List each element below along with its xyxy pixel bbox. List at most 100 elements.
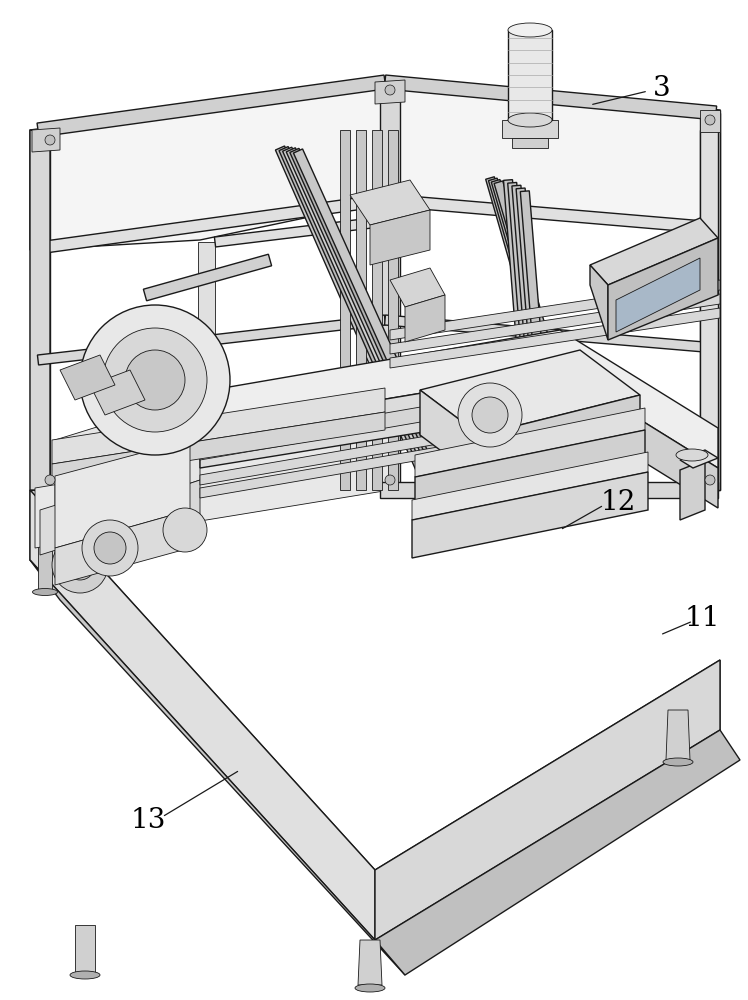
- Polygon shape: [516, 188, 542, 400]
- Polygon shape: [485, 177, 584, 491]
- Polygon shape: [35, 430, 390, 548]
- Polygon shape: [289, 148, 449, 487]
- Circle shape: [472, 397, 508, 433]
- Polygon shape: [37, 315, 385, 365]
- Polygon shape: [390, 268, 445, 307]
- Polygon shape: [200, 370, 560, 468]
- Polygon shape: [384, 315, 717, 353]
- Circle shape: [80, 305, 230, 455]
- Polygon shape: [590, 265, 608, 340]
- Polygon shape: [55, 395, 200, 528]
- Polygon shape: [508, 182, 533, 397]
- Polygon shape: [283, 147, 442, 490]
- Circle shape: [82, 520, 138, 576]
- Polygon shape: [380, 82, 400, 490]
- Polygon shape: [390, 308, 720, 368]
- Polygon shape: [200, 330, 718, 468]
- Polygon shape: [680, 450, 718, 468]
- Polygon shape: [55, 510, 190, 585]
- Polygon shape: [37, 75, 386, 137]
- Polygon shape: [40, 485, 120, 555]
- Polygon shape: [700, 110, 720, 132]
- Polygon shape: [52, 412, 385, 482]
- Circle shape: [705, 475, 715, 485]
- Polygon shape: [375, 730, 740, 975]
- Polygon shape: [503, 180, 530, 395]
- Circle shape: [705, 115, 715, 125]
- Circle shape: [385, 85, 395, 95]
- Polygon shape: [560, 370, 718, 508]
- Polygon shape: [508, 30, 552, 120]
- Polygon shape: [384, 194, 717, 234]
- Polygon shape: [608, 238, 718, 340]
- Ellipse shape: [663, 758, 693, 766]
- Ellipse shape: [508, 23, 552, 37]
- Polygon shape: [279, 147, 438, 491]
- Polygon shape: [420, 350, 640, 435]
- Polygon shape: [293, 149, 453, 486]
- Text: 13: 13: [130, 806, 166, 834]
- Polygon shape: [356, 130, 366, 490]
- Polygon shape: [480, 395, 640, 480]
- Polygon shape: [372, 130, 382, 490]
- Circle shape: [65, 550, 95, 580]
- Polygon shape: [350, 180, 430, 225]
- Polygon shape: [700, 110, 720, 490]
- Polygon shape: [30, 130, 50, 490]
- Polygon shape: [286, 148, 445, 488]
- Polygon shape: [90, 370, 145, 415]
- Polygon shape: [75, 925, 95, 975]
- Polygon shape: [375, 660, 720, 940]
- Ellipse shape: [676, 449, 708, 461]
- Polygon shape: [706, 113, 720, 490]
- Polygon shape: [30, 80, 390, 250]
- Text: 11: 11: [684, 604, 720, 632]
- Ellipse shape: [355, 984, 385, 992]
- Polygon shape: [590, 218, 718, 285]
- Polygon shape: [390, 294, 720, 354]
- Circle shape: [94, 532, 126, 564]
- Polygon shape: [700, 130, 718, 490]
- Circle shape: [125, 350, 185, 410]
- Polygon shape: [512, 138, 548, 148]
- Polygon shape: [666, 710, 690, 760]
- Polygon shape: [420, 390, 480, 480]
- Circle shape: [45, 475, 55, 485]
- Polygon shape: [375, 80, 405, 104]
- Circle shape: [45, 135, 55, 145]
- Polygon shape: [55, 440, 190, 548]
- Polygon shape: [521, 191, 546, 401]
- Ellipse shape: [70, 971, 100, 979]
- Polygon shape: [52, 388, 385, 464]
- Polygon shape: [32, 128, 60, 152]
- Polygon shape: [680, 460, 705, 520]
- Circle shape: [103, 328, 207, 432]
- Polygon shape: [358, 940, 382, 985]
- Polygon shape: [30, 490, 720, 940]
- Polygon shape: [55, 480, 200, 568]
- Circle shape: [458, 383, 522, 447]
- Polygon shape: [30, 490, 375, 940]
- Polygon shape: [215, 217, 381, 247]
- Polygon shape: [200, 383, 560, 460]
- Polygon shape: [390, 280, 720, 340]
- Polygon shape: [198, 242, 215, 490]
- Polygon shape: [494, 181, 592, 489]
- Polygon shape: [30, 130, 50, 490]
- Polygon shape: [415, 408, 645, 477]
- Polygon shape: [412, 472, 648, 558]
- Text: 3: 3: [653, 75, 671, 102]
- Polygon shape: [405, 295, 445, 342]
- Polygon shape: [512, 185, 538, 398]
- Polygon shape: [30, 560, 405, 975]
- Circle shape: [52, 537, 108, 593]
- Polygon shape: [388, 130, 398, 490]
- Polygon shape: [415, 430, 645, 517]
- Polygon shape: [384, 75, 717, 120]
- Polygon shape: [340, 130, 350, 490]
- Ellipse shape: [508, 113, 552, 127]
- Polygon shape: [488, 178, 587, 491]
- Polygon shape: [616, 258, 700, 332]
- Polygon shape: [200, 426, 560, 498]
- Ellipse shape: [32, 588, 58, 595]
